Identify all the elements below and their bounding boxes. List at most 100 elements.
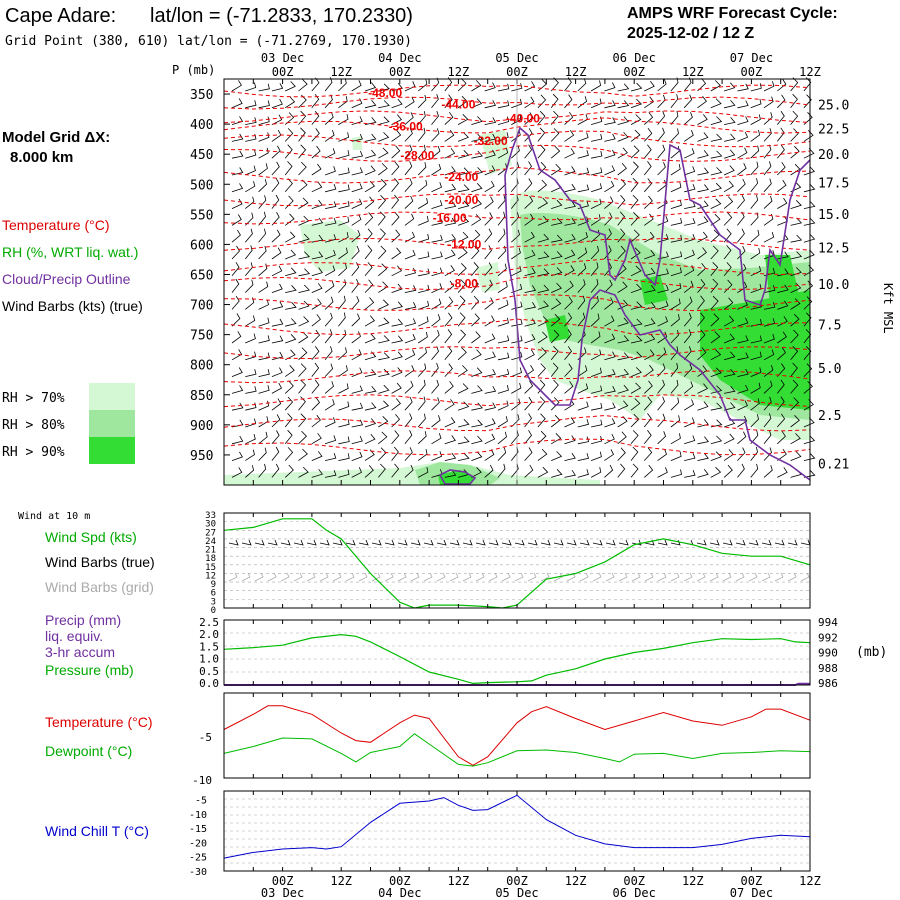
wind-barb bbox=[630, 335, 643, 344]
wind-barb bbox=[417, 379, 426, 394]
wind-barb bbox=[684, 249, 695, 260]
wind-barb bbox=[604, 133, 616, 142]
wind-barb bbox=[338, 436, 350, 445]
wind-barb bbox=[723, 196, 734, 209]
wind-barb bbox=[284, 96, 296, 109]
wind-barb bbox=[418, 268, 430, 277]
wind-barb bbox=[458, 184, 470, 193]
wind-barb bbox=[777, 78, 787, 92]
wind-barb bbox=[564, 280, 574, 293]
wind-barb bbox=[577, 279, 586, 293]
legend-precip: Precip (mm) bbox=[45, 612, 121, 628]
wind-barb-grid bbox=[774, 572, 784, 582]
wind-barb bbox=[497, 369, 510, 377]
wind-barb bbox=[803, 94, 812, 109]
wind-barb bbox=[670, 314, 680, 327]
wind-barb bbox=[590, 313, 600, 327]
wind-barb bbox=[644, 267, 656, 277]
wind-barb-grid bbox=[592, 572, 602, 582]
wind-barb bbox=[364, 196, 375, 209]
wind-barb bbox=[444, 329, 453, 344]
wind-barb bbox=[351, 385, 363, 394]
wind-barb bbox=[683, 363, 693, 377]
wind-barb bbox=[231, 133, 244, 142]
wind-barb bbox=[245, 100, 257, 109]
wind-barb-true bbox=[280, 539, 291, 546]
wind-barb bbox=[231, 167, 244, 176]
wind-barb-grid bbox=[683, 572, 693, 582]
wind-barb-true bbox=[228, 539, 239, 546]
wind-barb bbox=[497, 116, 510, 125]
wind-barb bbox=[324, 329, 333, 344]
wind-barb bbox=[803, 217, 816, 226]
wind-barb-true bbox=[397, 539, 408, 546]
wind-barb bbox=[284, 365, 295, 377]
wind-barb bbox=[790, 346, 799, 361]
wind-barb bbox=[417, 197, 429, 209]
wind-barb bbox=[431, 397, 440, 411]
wind-barb-true bbox=[774, 539, 785, 546]
height-tick-label: 22.5 bbox=[818, 123, 849, 138]
wind-barb bbox=[431, 267, 443, 277]
wind-barb bbox=[710, 150, 723, 159]
pressure-y-tick-label: 992 bbox=[818, 631, 838, 644]
wind-barb bbox=[551, 282, 562, 293]
wind-barb bbox=[271, 463, 280, 478]
wind-barb bbox=[697, 365, 708, 377]
wind-barb bbox=[484, 212, 493, 226]
top-hour-label: 12Z bbox=[448, 65, 470, 79]
wind-barb bbox=[338, 401, 350, 411]
wind-barb bbox=[697, 452, 709, 461]
wind-barb bbox=[617, 194, 626, 209]
wind-barb bbox=[231, 183, 244, 193]
wind-barb bbox=[550, 313, 561, 327]
wind-barb bbox=[271, 301, 284, 310]
wind-barb bbox=[590, 80, 602, 92]
wind-barb-grid bbox=[657, 572, 667, 582]
wind-barb bbox=[737, 100, 749, 109]
wind-barb bbox=[604, 418, 616, 428]
wind-barb bbox=[324, 148, 336, 159]
wind-barb bbox=[471, 278, 479, 293]
wind-barb bbox=[697, 295, 705, 310]
wind-barb bbox=[258, 385, 270, 394]
wind-barb bbox=[404, 285, 417, 293]
wind-barb bbox=[750, 430, 759, 445]
wind-barb bbox=[564, 111, 574, 125]
wind-barb bbox=[644, 128, 653, 142]
wind-barb bbox=[311, 267, 323, 277]
wind-barb bbox=[803, 296, 813, 310]
wind-barb bbox=[231, 419, 244, 428]
wind-barb bbox=[604, 149, 616, 159]
wind-barb bbox=[776, 127, 785, 142]
wind-barb bbox=[324, 346, 333, 361]
wind-barb bbox=[484, 297, 494, 310]
wind-barb bbox=[710, 133, 723, 142]
wind-barb bbox=[391, 430, 400, 445]
top-hour-label: 12Z bbox=[682, 65, 704, 79]
wind-barb bbox=[245, 279, 254, 293]
wind-barb bbox=[763, 128, 772, 142]
legend-precip-liq: liq. equiv. bbox=[45, 628, 103, 644]
wind-barb bbox=[710, 466, 722, 478]
wind-barb bbox=[245, 315, 256, 327]
wind-barb bbox=[298, 300, 310, 310]
wind-barb bbox=[737, 83, 749, 92]
top-day-label: 07 Dec bbox=[730, 51, 773, 65]
wind-barb bbox=[776, 144, 785, 159]
dewpoint-line bbox=[223, 733, 811, 767]
wind-barb-true bbox=[748, 539, 759, 546]
wind-barb bbox=[378, 431, 388, 445]
wind-barb-true bbox=[657, 539, 668, 546]
wind-barb bbox=[670, 217, 683, 226]
wind-barb bbox=[604, 82, 616, 92]
wind-barb bbox=[404, 195, 414, 209]
pressure-tick-label: 850 bbox=[190, 389, 213, 404]
wind-barb bbox=[630, 265, 642, 277]
wind-barb bbox=[537, 251, 550, 260]
precip-y-tick-label: 1.0 bbox=[199, 653, 219, 666]
wind-barb bbox=[803, 312, 812, 327]
wind-barb bbox=[457, 231, 469, 243]
wind-barb bbox=[364, 228, 373, 243]
wind-barb bbox=[684, 183, 696, 193]
